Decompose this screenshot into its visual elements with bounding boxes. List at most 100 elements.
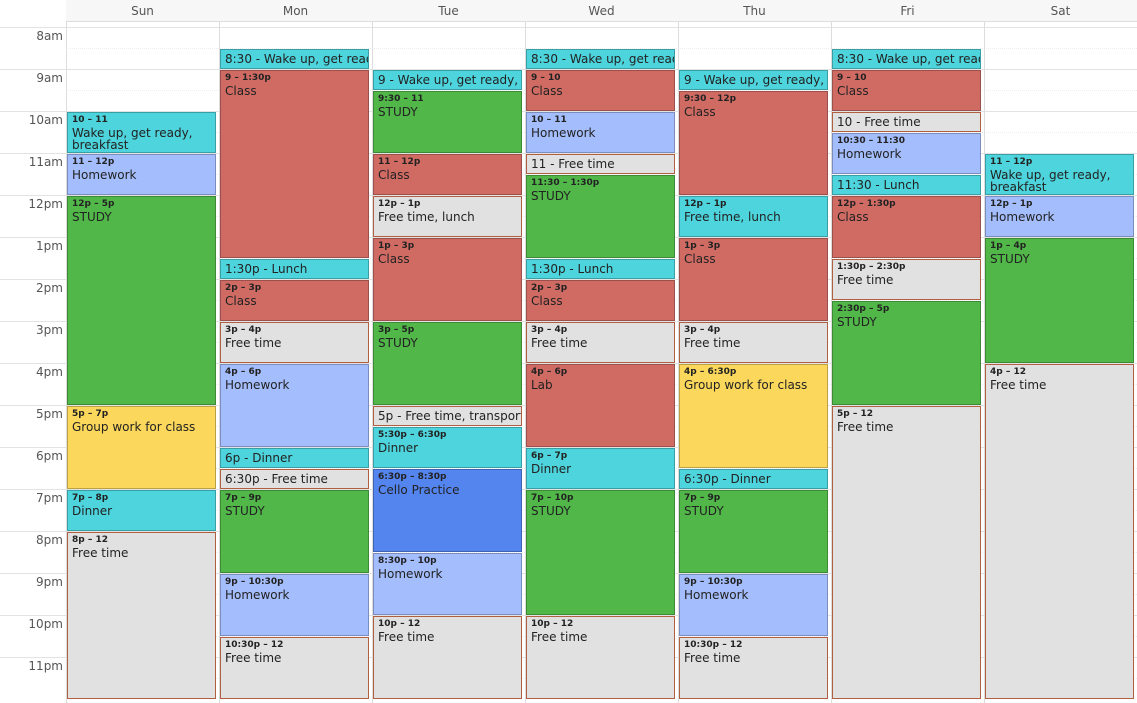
event-time: 9p – 10:30p: [684, 577, 743, 587]
event-time: 12p – 1p: [378, 199, 421, 209]
event[interactable]: 4p – 6p Lab: [526, 364, 675, 447]
event-label: 11 - Free time: [531, 157, 615, 171]
event[interactable]: 7p – 10p STUDY: [526, 490, 675, 615]
event[interactable]: 2p – 3p Class: [526, 280, 675, 321]
event[interactable]: 1:30p - Lunch: [220, 259, 369, 279]
event[interactable]: 4p – 6:30p Group work for class: [679, 364, 828, 468]
event-time: 11 – 12p: [990, 157, 1033, 167]
event[interactable]: 10p – 12 Free time: [526, 616, 675, 699]
event[interactable]: 3p – 5p STUDY: [373, 322, 522, 405]
event[interactable]: 5p – 12 Free time: [832, 406, 981, 699]
event[interactable]: 6p - Dinner: [220, 448, 369, 468]
event[interactable]: 5p - Free time, transporta: [373, 406, 522, 426]
event[interactable]: 9 – 10 Class: [526, 70, 675, 111]
event[interactable]: 1p – 4p STUDY: [985, 238, 1134, 363]
event[interactable]: 8:30 - Wake up, get ready: [526, 49, 675, 69]
event-time: 5:30p – 6:30p: [378, 430, 447, 440]
event-title: STUDY: [378, 336, 418, 350]
event-label: 6p - Dinner: [225, 451, 293, 465]
event[interactable]: 1p – 3p Class: [679, 238, 828, 321]
event[interactable]: 9 – 1:30p Class: [220, 70, 369, 258]
event[interactable]: 9 - Wake up, get ready, br: [679, 70, 828, 90]
column-line: [219, 0, 220, 703]
event[interactable]: 3p – 4p Free time: [526, 322, 675, 363]
event-title: Class: [837, 84, 869, 98]
day-header: Fri: [831, 0, 984, 22]
event[interactable]: 10 – 11 Homework: [526, 112, 675, 153]
event[interactable]: 8:30 - Wake up, get ready: [832, 49, 981, 69]
event-time: 10:30p – 12: [225, 640, 284, 650]
event[interactable]: 10:30p – 12 Free time: [679, 637, 828, 699]
event[interactable]: 9 – 10 Class: [832, 70, 981, 111]
event-title: Free time: [837, 273, 894, 287]
event[interactable]: 9:30 – 11 STUDY: [373, 91, 522, 153]
event[interactable]: 11 - Free time: [526, 154, 675, 174]
event[interactable]: 9p – 10:30p Homework: [679, 574, 828, 636]
event-time: 12p – 1p: [990, 199, 1033, 209]
event[interactable]: 11 – 12p Wake up, get ready, breakfast: [985, 154, 1134, 195]
event-title: STUDY: [837, 315, 877, 329]
event[interactable]: 5p – 7p Group work for class: [67, 406, 216, 489]
event[interactable]: 11:30 – 1:30p STUDY: [526, 175, 675, 258]
event[interactable]: 8:30 - Wake up, get ready: [220, 49, 369, 69]
event-label: 9 - Wake up, get ready, br: [378, 73, 522, 87]
event-time: 9p – 10:30p: [225, 577, 284, 587]
event[interactable]: 11 – 12p Class: [373, 154, 522, 195]
event[interactable]: 7p – 8p Dinner: [67, 490, 216, 531]
event[interactable]: 8p – 12 Free time: [67, 532, 216, 699]
event-time: 10 – 11: [531, 115, 567, 125]
event-title: Class: [837, 210, 869, 224]
event[interactable]: 4p – 6p Homework: [220, 364, 369, 447]
event[interactable]: 6:30p - Free time: [220, 469, 369, 489]
event-time: 4p – 6p: [531, 367, 568, 377]
event[interactable]: 10:30 – 11:30 Homework: [832, 133, 981, 174]
event[interactable]: 10p – 12 Free time: [373, 616, 522, 699]
day-header: Tue: [372, 0, 525, 22]
event-time: 8p – 12: [72, 535, 108, 545]
event-title: Class: [378, 252, 410, 266]
event[interactable]: 9p – 10:30p Homework: [220, 574, 369, 636]
event-title: Homework: [990, 210, 1055, 224]
event[interactable]: 4p – 12 Free time: [985, 364, 1134, 699]
event[interactable]: 12p – 1p Free time, lunch: [679, 196, 828, 237]
event[interactable]: 2:30p – 5p STUDY: [832, 301, 981, 405]
event[interactable]: 8:30p – 10p Homework: [373, 553, 522, 615]
event-title: STUDY: [990, 252, 1030, 266]
event[interactable]: 1:30p – 2:30p Free time: [832, 259, 981, 300]
event[interactable]: 6:30p - Dinner: [679, 469, 828, 489]
event[interactable]: 10 – 11 Wake up, get ready, breakfast: [67, 112, 216, 153]
event[interactable]: 9 - Wake up, get ready, br: [373, 70, 522, 90]
event-time: 9 – 10: [531, 73, 561, 83]
event[interactable]: 7p – 9p STUDY: [679, 490, 828, 573]
event[interactable]: 12p – 5p STUDY: [67, 196, 216, 405]
event-label: 8:30 - Wake up, get ready: [531, 52, 675, 66]
event-label: 6:30p - Dinner: [684, 472, 771, 486]
event[interactable]: 9:30 – 12p Class: [679, 91, 828, 195]
hour-label: 5pm: [36, 407, 63, 421]
column-line: [831, 0, 832, 703]
event[interactable]: 2p – 3p Class: [220, 280, 369, 321]
hour-label: 11pm: [28, 659, 63, 673]
event[interactable]: 10:30p – 12 Free time: [220, 637, 369, 699]
column-line: [66, 0, 67, 703]
event[interactable]: 5:30p – 6:30p Dinner: [373, 427, 522, 468]
event[interactable]: 10 - Free time: [832, 112, 981, 132]
event[interactable]: 6p – 7p Dinner: [526, 448, 675, 489]
event[interactable]: 11:30 - Lunch: [832, 175, 981, 195]
day-header: Mon: [219, 0, 372, 22]
column-line: [372, 0, 373, 703]
event[interactable]: 12p – 1p Homework: [985, 196, 1134, 237]
event[interactable]: 12p – 1p Free time, lunch: [373, 196, 522, 237]
event[interactable]: 11 – 12p Homework: [67, 154, 216, 195]
event[interactable]: 7p – 9p STUDY: [220, 490, 369, 573]
event[interactable]: 3p – 4p Free time: [679, 322, 828, 363]
event-title: Class: [225, 294, 257, 308]
event[interactable]: 1p – 3p Class: [373, 238, 522, 321]
event[interactable]: 1:30p - Lunch: [526, 259, 675, 279]
event-title: Free time, lunch: [684, 210, 781, 224]
event[interactable]: 12p – 1:30p Class: [832, 196, 981, 258]
event[interactable]: 3p – 4p Free time: [220, 322, 369, 363]
event[interactable]: 6:30p – 8:30p Cello Practice: [373, 469, 522, 552]
hour-label: 1pm: [36, 239, 63, 253]
event-time: 9 – 1:30p: [225, 73, 271, 83]
